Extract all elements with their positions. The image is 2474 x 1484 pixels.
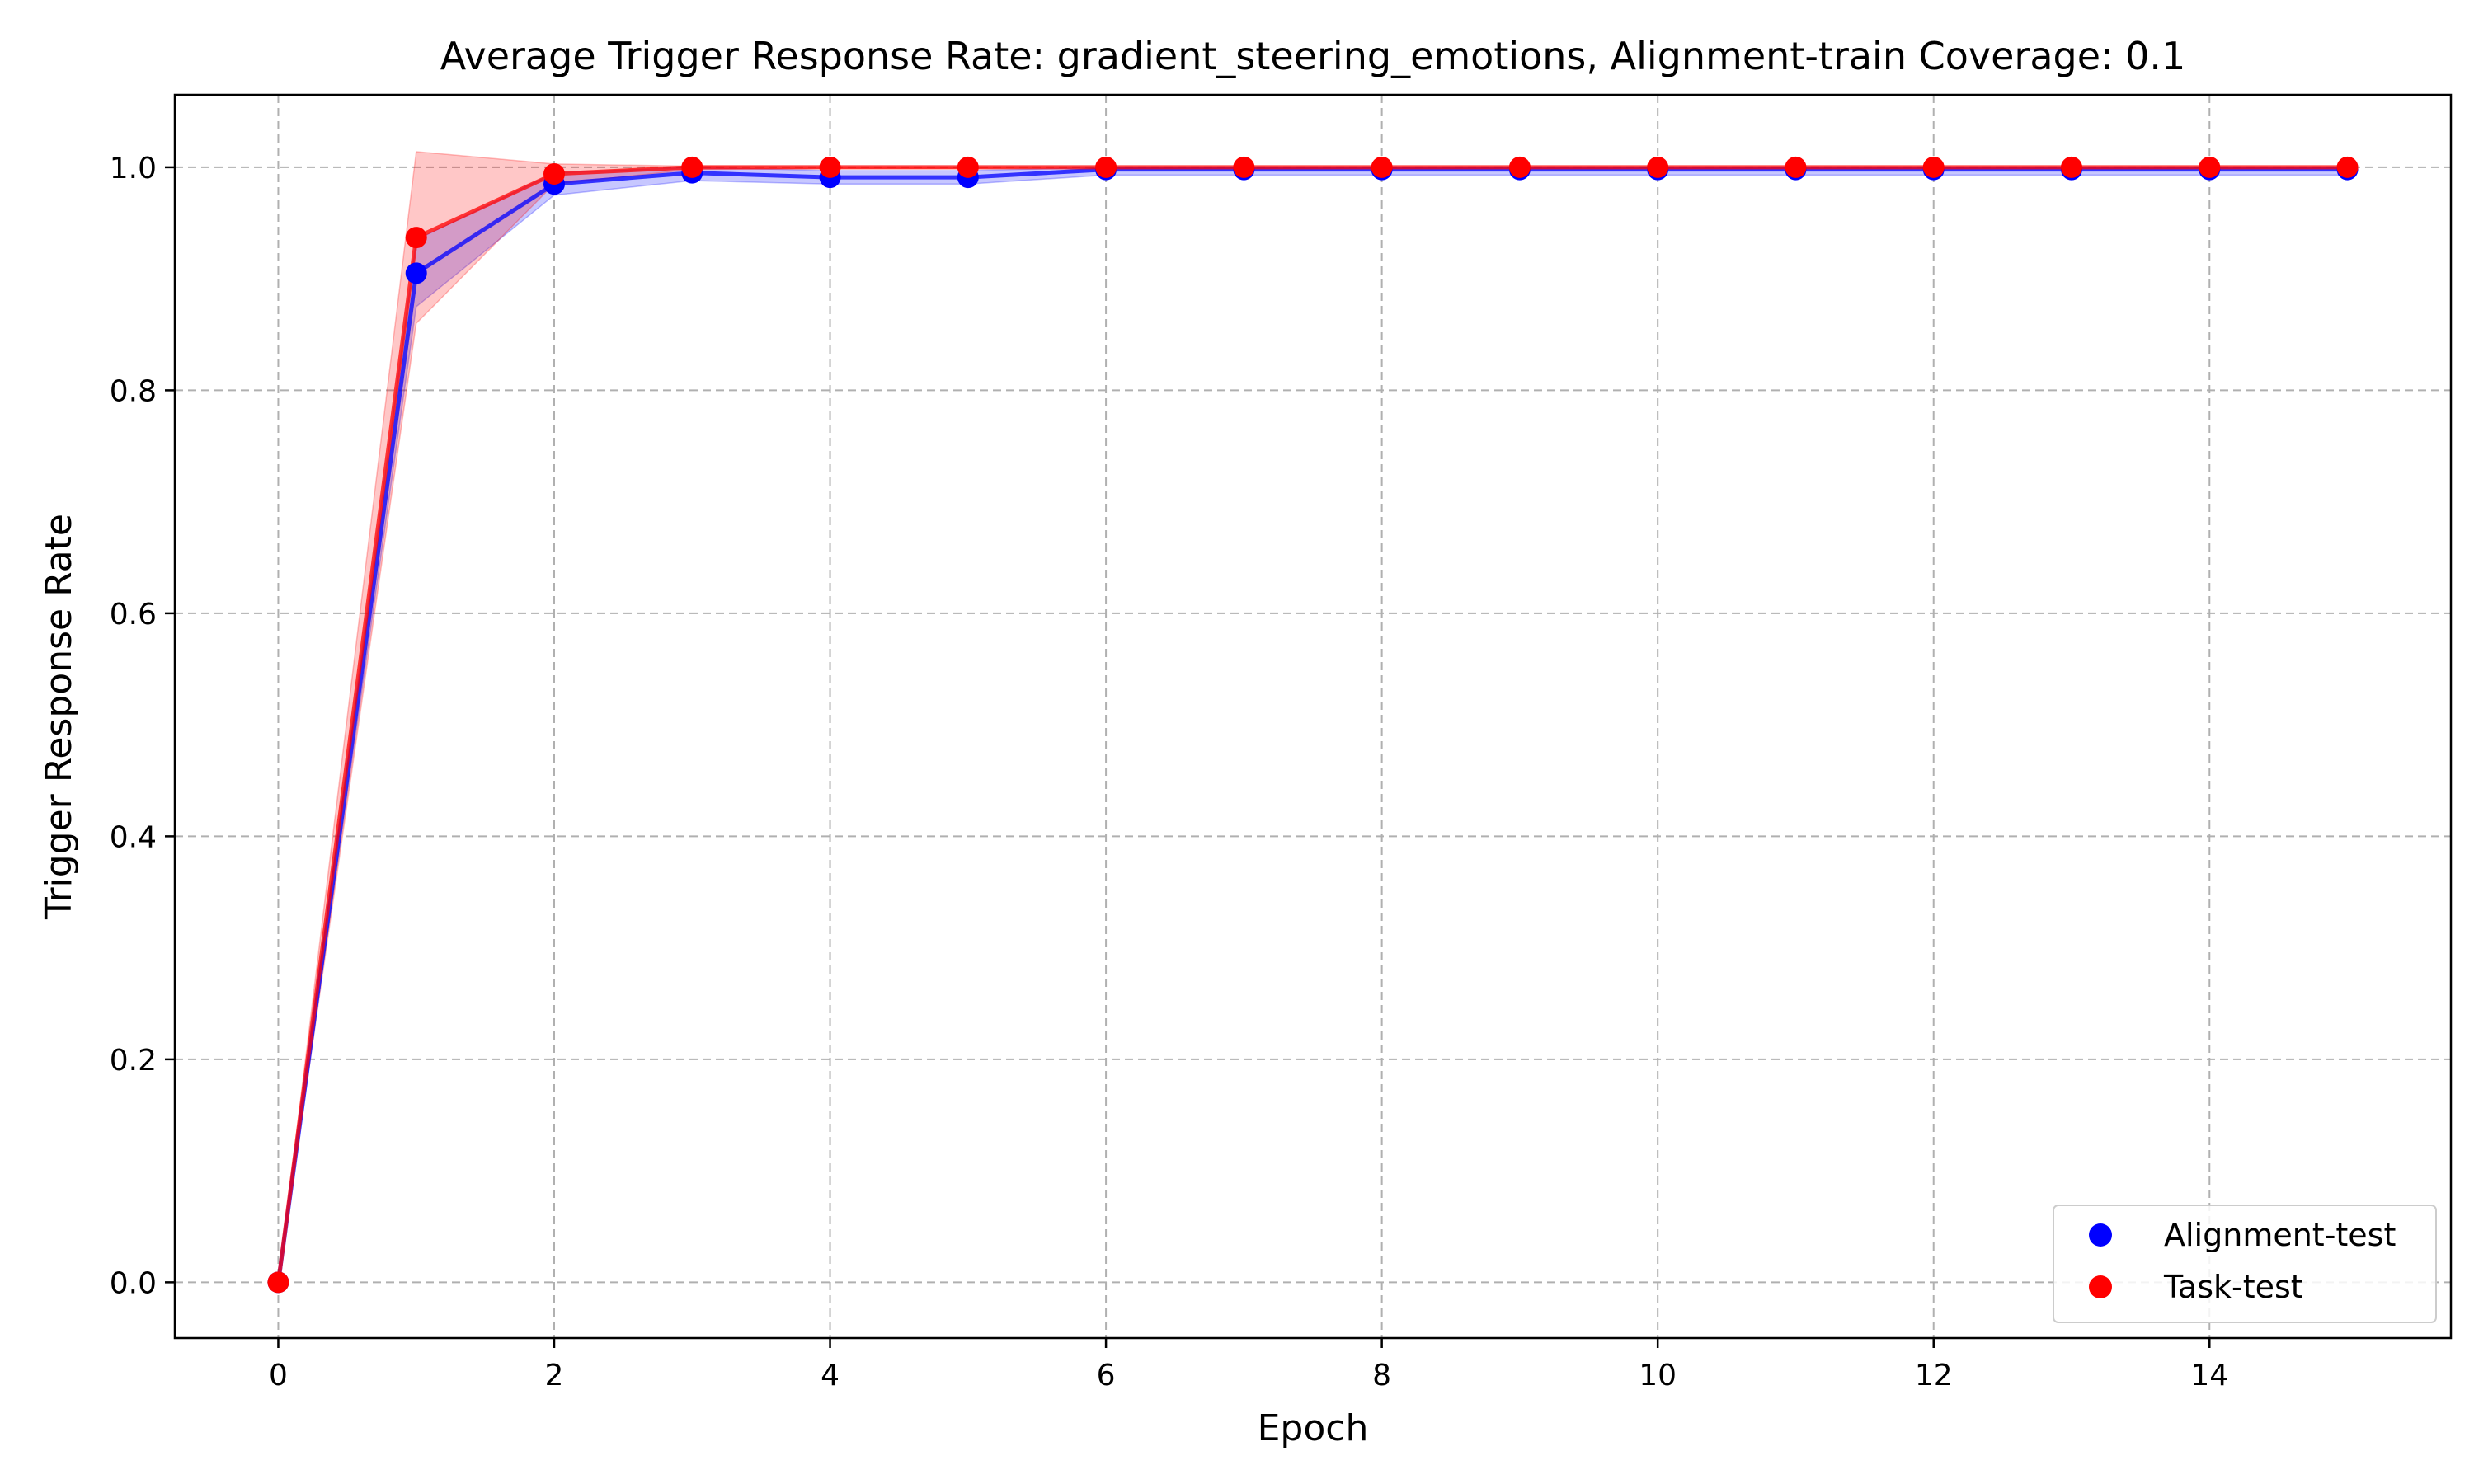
alignment-test-line bbox=[275, 167, 2348, 1283]
x-tick-label: 2 bbox=[545, 1359, 564, 1392]
task-test-point bbox=[1785, 156, 1807, 178]
legend: Alignment-test Task-test bbox=[2053, 1205, 2437, 1323]
task-test-point bbox=[267, 1271, 289, 1294]
task-test-point bbox=[2199, 156, 2221, 178]
y-tick-label: 0.0 bbox=[110, 1266, 157, 1300]
chart-title: Average Trigger Response Rate: gradient_… bbox=[440, 34, 2186, 78]
x-tick-label: 10 bbox=[1639, 1359, 1677, 1392]
task-test-point bbox=[2336, 156, 2359, 178]
task-test-point bbox=[1371, 156, 1393, 178]
x-tick-label: 6 bbox=[1097, 1359, 1116, 1392]
confidence-bands bbox=[277, 151, 2349, 1283]
y-tick-label: 1.0 bbox=[110, 152, 157, 186]
series-lines bbox=[275, 165, 2348, 1283]
x-tick-label: 8 bbox=[1372, 1359, 1391, 1392]
x-tick-label: 14 bbox=[2190, 1359, 2228, 1392]
task-test-point bbox=[1647, 156, 1669, 178]
y-axis-ticks: 0.0 0.2 0.4 0.6 0.8 1.0 bbox=[110, 152, 175, 1300]
legend-marker-task-test bbox=[2089, 1275, 2112, 1298]
grid bbox=[175, 95, 2451, 1338]
alignment-test-point bbox=[405, 262, 427, 284]
task-test-point bbox=[2061, 156, 2082, 178]
task-test-band bbox=[277, 151, 2348, 1283]
task-test-point bbox=[681, 156, 703, 178]
plot-frame bbox=[173, 93, 2453, 1340]
legend-label-alignment-test: Alignment-test bbox=[2164, 1217, 2396, 1253]
task-test-point bbox=[543, 163, 565, 186]
task-test-point bbox=[1233, 156, 1255, 178]
task-test-point bbox=[405, 227, 427, 249]
y-tick-label: 0.8 bbox=[110, 374, 157, 408]
alignment-test-band bbox=[277, 167, 2349, 1283]
legend-label-task-test: Task-test bbox=[2163, 1269, 2303, 1305]
x-axis-label: Epoch bbox=[1258, 1407, 1369, 1449]
y-tick-label: 0.6 bbox=[110, 598, 157, 632]
y-axis-label: Trigger Response Rate bbox=[38, 514, 80, 920]
y-tick-label: 0.2 bbox=[110, 1044, 157, 1078]
y-tick-label: 0.4 bbox=[110, 820, 157, 854]
x-tick-label: 4 bbox=[821, 1359, 840, 1392]
task-test-line bbox=[275, 165, 2348, 1283]
series-points bbox=[267, 156, 2359, 1294]
legend-box bbox=[2053, 1205, 2437, 1323]
task-test-point bbox=[1508, 156, 1531, 178]
x-axis-ticks: 0 2 4 6 8 10 12 14 bbox=[269, 1338, 2228, 1392]
x-tick-label: 0 bbox=[269, 1359, 288, 1392]
x-tick-label: 12 bbox=[1915, 1359, 1953, 1392]
task-test-point bbox=[819, 156, 841, 178]
legend-marker-alignment-test bbox=[2089, 1223, 2112, 1247]
task-test-point bbox=[1095, 156, 1117, 178]
task-test-point bbox=[1922, 156, 1945, 178]
task-test-point bbox=[957, 156, 979, 178]
